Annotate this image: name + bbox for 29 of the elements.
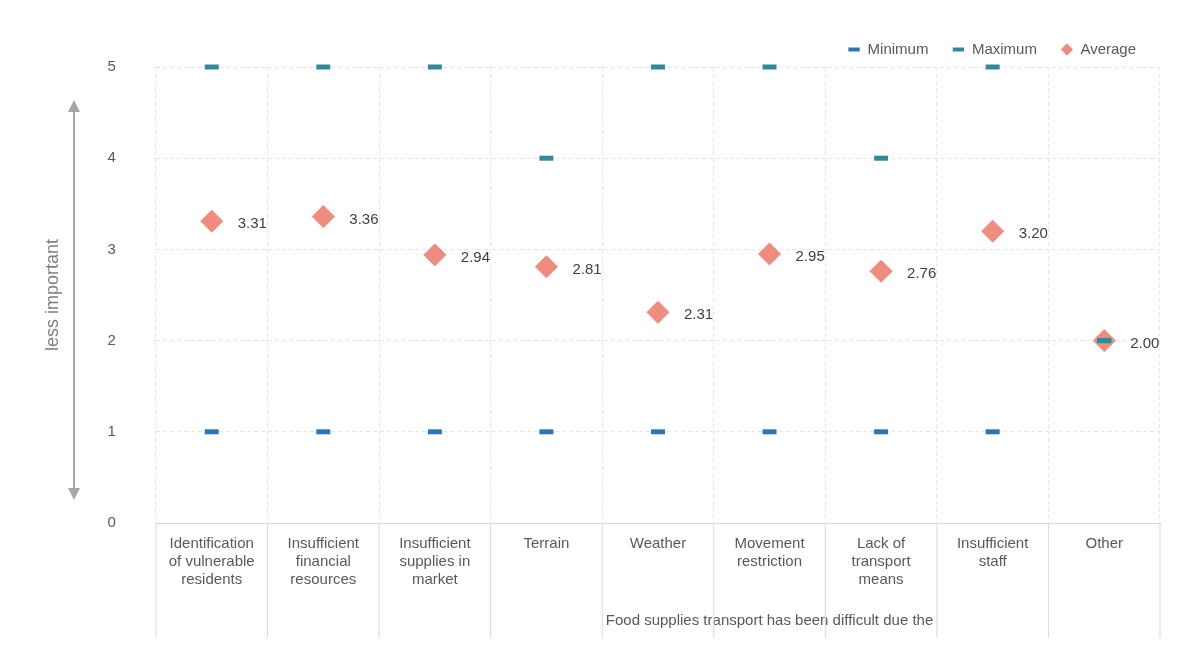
- y-tick-label: 0: [107, 513, 116, 531]
- data-label: 2.94: [460, 248, 491, 266]
- data-label: 2.00: [1130, 333, 1160, 351]
- data-label: 2.95: [795, 247, 825, 265]
- data-label: 2.76: [907, 264, 937, 282]
- y-tick-label: 2: [107, 330, 116, 348]
- x-tick-label: Terrain: [523, 534, 570, 552]
- x-tick-label: Weather: [629, 534, 687, 552]
- legend-label: Maximum: [971, 39, 1037, 57]
- data-label: 3.36: [349, 209, 379, 227]
- y-axis-title: less important: [41, 238, 62, 352]
- data-label: 2.31: [683, 305, 714, 323]
- y-tick-label: 5: [107, 57, 116, 75]
- legend-label: Minimum: [867, 39, 929, 57]
- x-tick-label: Insufficient supplies in market: [399, 534, 472, 588]
- data-label: 3.20: [1018, 224, 1048, 242]
- x-tick-label: Insufficient staff: [956, 534, 1030, 570]
- y-tick-label: 1: [107, 421, 116, 439]
- x-tick-label: Identification of vulnerable residents: [168, 534, 255, 588]
- legend-label: Average: [1080, 39, 1137, 57]
- x-tick-label: Lack of transport means: [851, 534, 912, 588]
- x-tick-label: Insufficient financial resources: [287, 534, 360, 588]
- data-label: 3.31: [237, 214, 267, 232]
- x-tick-label: Other: [1085, 534, 1123, 552]
- y-tick-label: 4: [107, 148, 116, 166]
- data-label: 2.81: [572, 259, 602, 277]
- x-tick-label: Movement restriction: [734, 534, 806, 570]
- y-tick-label: 3: [107, 239, 116, 257]
- text: Food supplies transport has been difficult due the: [605, 611, 934, 629]
